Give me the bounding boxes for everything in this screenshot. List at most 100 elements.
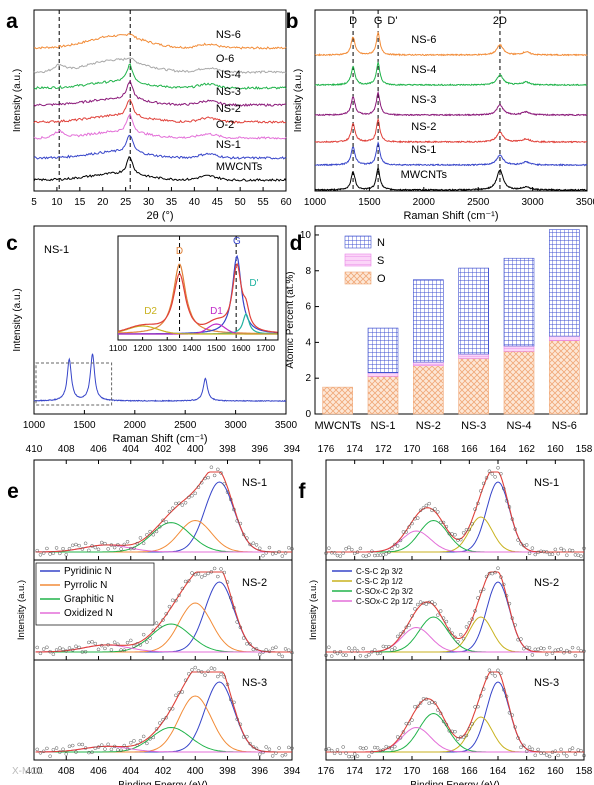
inset-x-tick-label: 1400 bbox=[182, 343, 201, 353]
data-point bbox=[441, 616, 446, 620]
data-point bbox=[550, 552, 555, 557]
peak-annotation-G: G bbox=[374, 15, 383, 27]
subpanel-label-NS-2: NS-2 bbox=[242, 577, 267, 589]
data-point bbox=[344, 653, 348, 657]
data-point bbox=[58, 646, 62, 650]
data-point bbox=[193, 491, 197, 496]
data-point bbox=[129, 546, 133, 551]
data-point bbox=[145, 741, 149, 746]
f-subpanel-frame bbox=[325, 459, 585, 561]
data-point bbox=[398, 632, 403, 636]
data-point bbox=[573, 553, 578, 557]
panel-label-f: f bbox=[299, 480, 307, 503]
data-point bbox=[395, 634, 400, 639]
data-point bbox=[490, 472, 495, 476]
data-point bbox=[401, 530, 406, 534]
data-point bbox=[254, 647, 259, 651]
e-bottom-tick-label: 408 bbox=[58, 766, 75, 777]
data-point bbox=[547, 754, 552, 759]
data-point bbox=[562, 751, 566, 756]
data-point bbox=[507, 711, 512, 715]
data-point bbox=[332, 649, 337, 654]
data-point bbox=[570, 746, 575, 750]
bar-O-NS-3 bbox=[458, 358, 489, 415]
e-bottom-tick-label: 404 bbox=[122, 766, 139, 777]
data-point bbox=[341, 551, 345, 555]
data-point bbox=[35, 548, 39, 553]
data-point bbox=[464, 528, 469, 532]
data-point bbox=[109, 648, 114, 652]
series-line-O-2 bbox=[33, 112, 287, 140]
data-point bbox=[470, 722, 474, 726]
data-point bbox=[209, 465, 214, 470]
b-x-tick-label: 3000 bbox=[521, 197, 544, 208]
data-point bbox=[415, 602, 420, 607]
data-point bbox=[444, 722, 449, 727]
data-point bbox=[398, 538, 403, 543]
data-point bbox=[112, 545, 117, 550]
f-top-tick-label: 174 bbox=[346, 444, 363, 455]
data-point bbox=[41, 647, 46, 651]
data-point bbox=[387, 550, 391, 554]
data-point bbox=[407, 623, 411, 628]
component-Pyridinic N bbox=[35, 681, 292, 753]
a-x-tick-label: 45 bbox=[212, 197, 224, 208]
e-bottom-tick-label: 398 bbox=[219, 766, 236, 777]
data-point bbox=[222, 482, 227, 486]
inset-region-box bbox=[35, 362, 113, 406]
data-point bbox=[158, 624, 162, 629]
data-point bbox=[576, 553, 581, 558]
data-point bbox=[45, 645, 49, 650]
data-point bbox=[174, 693, 178, 698]
data-point bbox=[180, 586, 185, 591]
data-point bbox=[161, 618, 165, 622]
data-point bbox=[447, 729, 452, 733]
data-point bbox=[51, 652, 56, 656]
data-point bbox=[501, 486, 506, 491]
data-point bbox=[519, 745, 523, 750]
e-bottom-tick-label: 406 bbox=[90, 766, 107, 777]
d-y-tick-label: 2 bbox=[305, 373, 311, 384]
series-label-NS-4: NS-4 bbox=[411, 64, 436, 76]
legend-label-C-SOx-C 2p 3/2: C-SOx-C 2p 3/2 bbox=[356, 587, 413, 596]
data-point bbox=[119, 547, 123, 551]
data-point bbox=[539, 646, 543, 650]
series-line-NS-4 bbox=[314, 61, 588, 87]
data-point bbox=[479, 489, 483, 493]
data-point bbox=[484, 476, 489, 480]
data-point bbox=[513, 527, 517, 531]
data-point bbox=[427, 701, 431, 706]
data-point bbox=[470, 617, 474, 621]
data-point bbox=[96, 745, 101, 749]
data-point bbox=[74, 750, 78, 754]
data-point bbox=[335, 748, 340, 752]
data-point bbox=[499, 671, 503, 676]
data-point bbox=[327, 645, 331, 650]
data-point bbox=[287, 648, 291, 652]
data-point bbox=[45, 546, 49, 551]
data-point bbox=[410, 521, 414, 526]
e-bottom-tick-label: 410 bbox=[26, 766, 43, 777]
data-point bbox=[61, 747, 65, 752]
data-point bbox=[199, 670, 204, 674]
data-point bbox=[61, 647, 65, 652]
data-point bbox=[327, 546, 331, 550]
data-point bbox=[527, 551, 532, 556]
data-point bbox=[48, 552, 52, 556]
b-x-tick-label: 3500 bbox=[576, 197, 594, 208]
data-point bbox=[504, 499, 509, 503]
data-point bbox=[248, 741, 252, 746]
data-point bbox=[556, 648, 560, 652]
a-x-tick-label: 50 bbox=[235, 197, 247, 208]
data-point bbox=[370, 650, 374, 654]
series-line-NS-1 bbox=[33, 134, 287, 160]
data-point bbox=[148, 737, 152, 741]
bar-O-NS-4 bbox=[503, 351, 535, 415]
data-point bbox=[576, 748, 581, 752]
data-point bbox=[473, 507, 477, 511]
data-point bbox=[401, 730, 406, 734]
data-point bbox=[424, 602, 429, 606]
data-point bbox=[58, 750, 62, 754]
a-x-tick-label: 40 bbox=[189, 197, 201, 208]
data-point bbox=[38, 651, 43, 656]
